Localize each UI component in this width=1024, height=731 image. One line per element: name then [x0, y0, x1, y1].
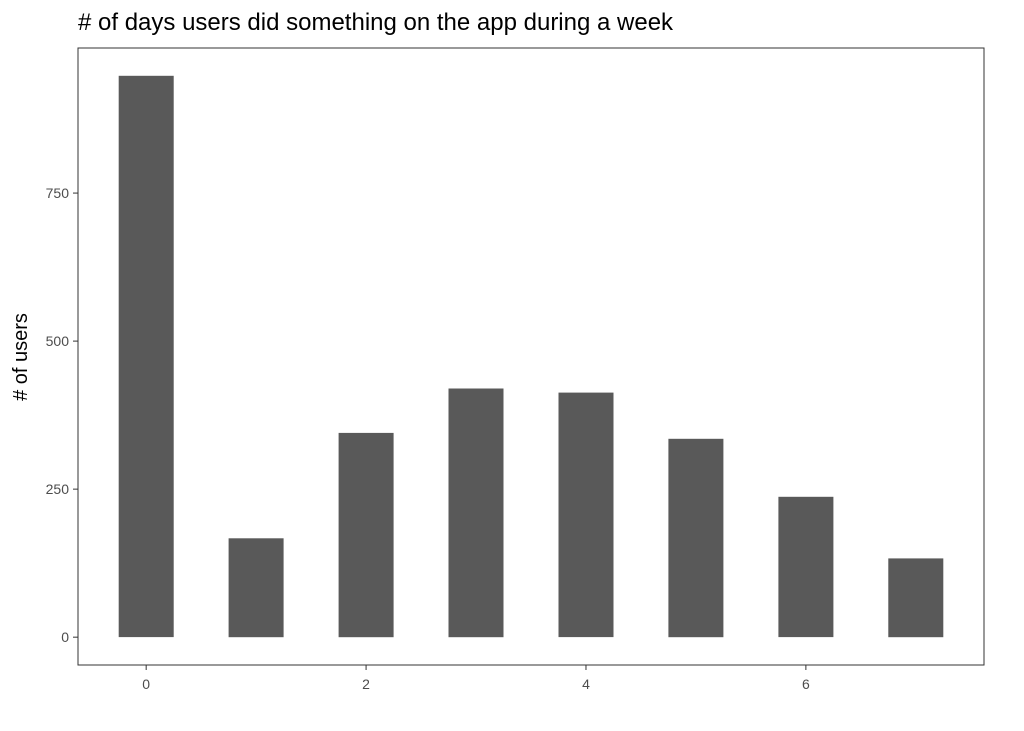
chart-title: # of days users did something on the app…	[78, 9, 674, 36]
bar-4	[558, 392, 614, 638]
bar-6	[778, 496, 834, 638]
bar-5	[668, 438, 724, 638]
y-tick-label-250: 250	[46, 481, 70, 497]
bar-1	[228, 538, 284, 638]
y-tick-label-0: 0	[61, 629, 69, 645]
y-tick-label-500: 500	[46, 333, 70, 349]
y-axis: 0 250 500 750	[46, 185, 78, 645]
x-axis: 0 2 4 6	[142, 665, 810, 692]
bar-7	[888, 558, 944, 638]
bar-3	[448, 388, 504, 638]
y-axis-label: # of users	[10, 313, 32, 401]
bar-0	[118, 75, 174, 638]
x-tick-label-6: 6	[802, 676, 810, 692]
bars-group	[118, 75, 944, 638]
bar-2	[338, 432, 394, 638]
plot-panel	[77, 47, 985, 666]
y-tick-label-750: 750	[46, 185, 70, 201]
x-tick-label-0: 0	[142, 676, 150, 692]
x-tick-label-4: 4	[582, 676, 590, 692]
x-tick-label-2: 2	[362, 676, 370, 692]
